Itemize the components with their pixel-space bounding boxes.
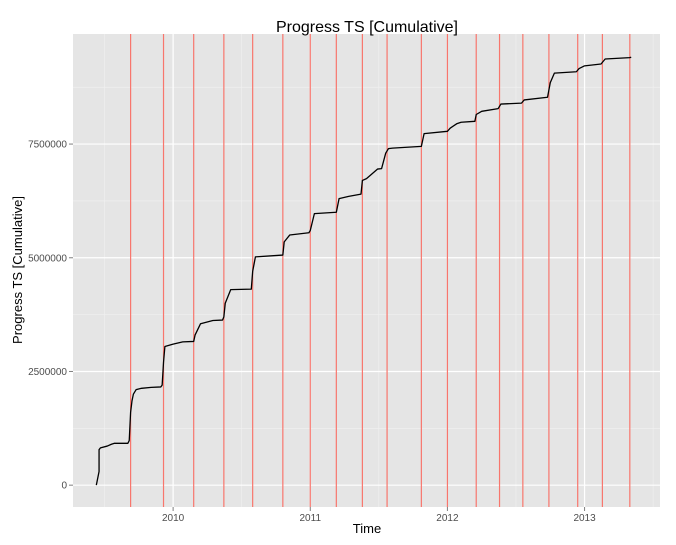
plot-panel bbox=[73, 34, 660, 507]
x-axis-title: Time bbox=[353, 521, 381, 536]
x-tick-label: 2011 bbox=[300, 513, 322, 524]
x-axis: 2010 2011 2012 2013 bbox=[162, 507, 596, 524]
x-tick-label: 2010 bbox=[162, 513, 185, 524]
y-tick-label: 7500000 bbox=[28, 140, 67, 151]
y-tick-label: 0 bbox=[61, 481, 67, 492]
chart-title: Progress TS [Cumulative] bbox=[276, 19, 458, 36]
x-tick-label: 2012 bbox=[436, 513, 459, 524]
major-gridlines bbox=[73, 34, 660, 507]
y-tick-label: 5000000 bbox=[28, 253, 67, 264]
minor-gridlines bbox=[73, 34, 660, 507]
series-group bbox=[95, 56, 632, 486]
series-line bbox=[95, 56, 632, 486]
y-tick-label: 2500000 bbox=[28, 367, 67, 378]
period-vlines bbox=[130, 34, 631, 507]
y-axis-title: Progress TS [Cumulative] bbox=[10, 196, 25, 344]
y-axis: 0 2500000 5000000 7500000 bbox=[28, 140, 73, 492]
x-tick-label: 2013 bbox=[573, 513, 596, 524]
